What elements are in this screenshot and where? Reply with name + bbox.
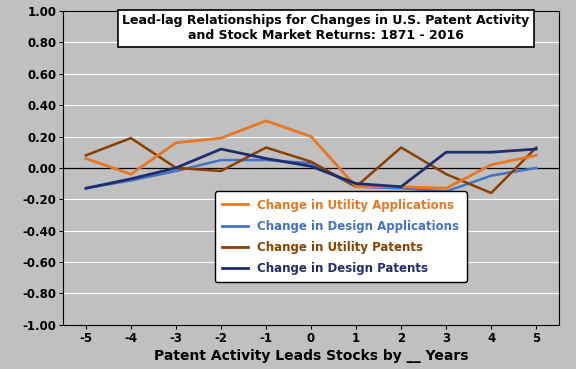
Legend: Change in Utility Applications, Change in Design Applications, Change in Utility: Change in Utility Applications, Change i…: [215, 192, 467, 282]
X-axis label: Patent Activity Leads Stocks by __ Years: Patent Activity Leads Stocks by __ Years: [154, 349, 468, 363]
Text: Lead-lag Relationships for Changes in U.S. Patent Activity
and Stock Market Retu: Lead-lag Relationships for Changes in U.…: [122, 14, 529, 42]
